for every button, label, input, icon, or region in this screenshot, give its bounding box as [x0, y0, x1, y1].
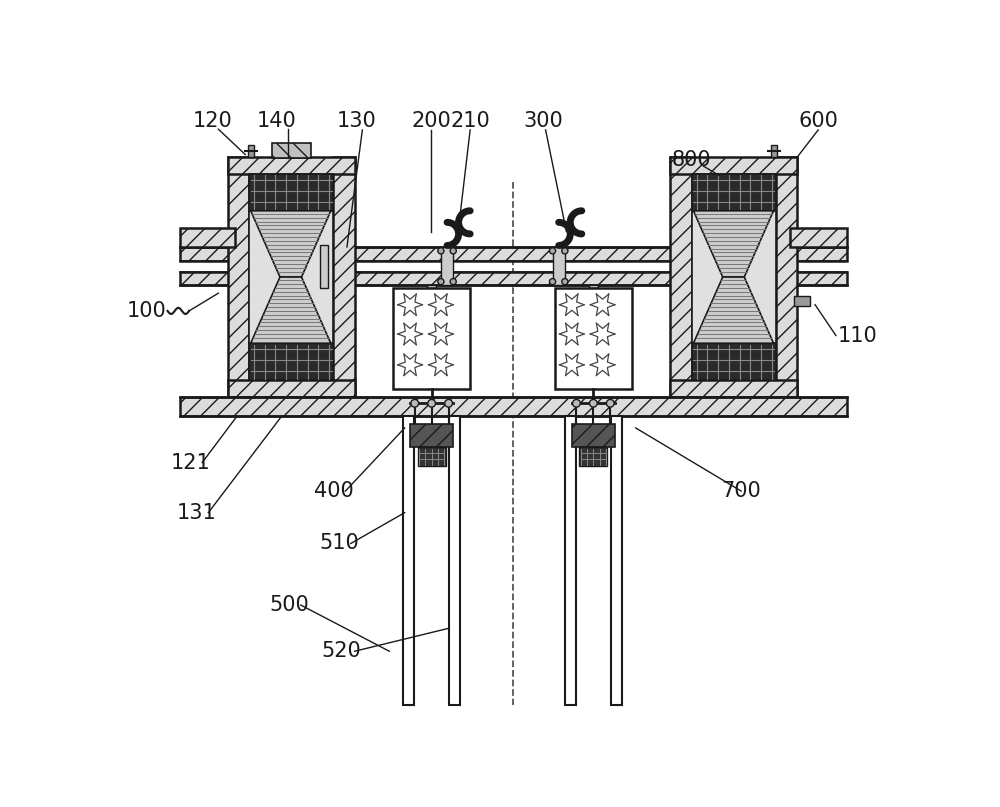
Text: 400: 400 — [314, 481, 354, 501]
Text: 300: 300 — [523, 111, 563, 132]
Bar — [794, 295, 810, 307]
Bar — [418, 447, 446, 466]
Bar — [670, 157, 692, 397]
Circle shape — [411, 399, 419, 408]
Text: 121: 121 — [171, 453, 211, 473]
Text: 200: 200 — [411, 111, 451, 132]
Bar — [771, 144, 777, 157]
Circle shape — [450, 248, 456, 254]
Circle shape — [562, 278, 568, 285]
Circle shape — [549, 278, 556, 285]
Polygon shape — [693, 277, 774, 343]
Polygon shape — [251, 277, 331, 343]
Text: 520: 520 — [322, 642, 361, 661]
Text: 140: 140 — [256, 111, 296, 132]
Text: 110: 110 — [837, 325, 877, 345]
Text: 800: 800 — [672, 150, 712, 170]
Text: 100: 100 — [126, 301, 166, 321]
Bar — [180, 272, 847, 286]
Bar — [228, 157, 355, 174]
Bar — [249, 174, 333, 211]
Bar — [670, 157, 797, 174]
Bar — [579, 447, 607, 466]
Bar — [403, 416, 414, 705]
Text: 210: 210 — [450, 111, 490, 132]
Circle shape — [438, 248, 444, 254]
Bar — [692, 343, 776, 380]
Circle shape — [549, 248, 556, 254]
Circle shape — [590, 399, 597, 408]
Bar — [692, 174, 776, 211]
Circle shape — [450, 278, 456, 285]
Bar — [320, 245, 328, 288]
Bar — [441, 247, 453, 286]
Circle shape — [428, 399, 436, 408]
Bar — [572, 424, 615, 447]
Text: 120: 120 — [192, 111, 232, 132]
Text: 700: 700 — [721, 481, 761, 501]
Text: 510: 510 — [319, 533, 359, 554]
Bar — [228, 380, 355, 397]
Bar — [180, 247, 847, 261]
Circle shape — [438, 278, 444, 285]
Bar — [427, 286, 436, 288]
Bar — [272, 143, 311, 158]
Polygon shape — [693, 211, 774, 277]
Polygon shape — [251, 211, 331, 277]
Circle shape — [606, 399, 614, 408]
Bar — [449, 416, 460, 705]
Bar — [228, 157, 249, 397]
Bar — [410, 424, 453, 447]
Bar — [180, 397, 847, 416]
Text: 131: 131 — [177, 503, 217, 523]
Bar — [248, 144, 254, 157]
Bar — [790, 228, 847, 247]
Text: 500: 500 — [269, 595, 309, 615]
Text: 600: 600 — [798, 111, 838, 132]
Bar — [565, 416, 576, 705]
Bar — [611, 416, 622, 705]
Bar — [249, 211, 333, 343]
Text: 130: 130 — [337, 111, 377, 132]
Circle shape — [445, 399, 452, 408]
Bar — [180, 228, 235, 247]
Bar — [393, 288, 470, 390]
Bar — [249, 343, 333, 380]
Bar — [333, 157, 355, 397]
Bar — [692, 211, 776, 343]
Bar — [670, 380, 797, 397]
Circle shape — [573, 399, 580, 408]
Circle shape — [562, 248, 568, 254]
Bar — [555, 288, 632, 390]
Bar — [553, 247, 565, 286]
Bar — [589, 286, 598, 288]
Bar — [776, 157, 797, 397]
